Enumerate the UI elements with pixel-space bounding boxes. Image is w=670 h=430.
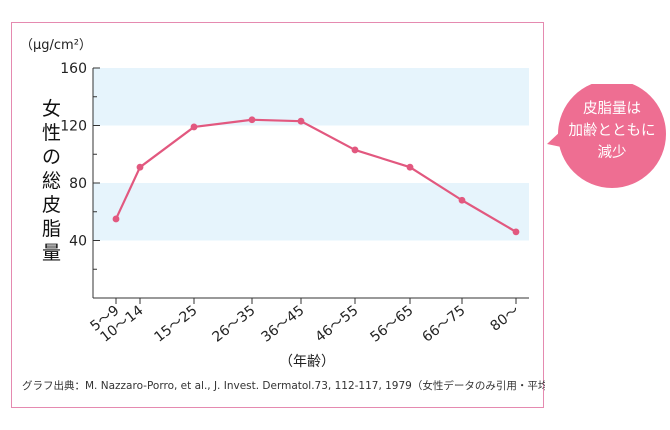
band-0 [93,68,529,126]
data-point [512,228,520,236]
x-ticks: 5～910～14 15～25 26～35 36～45 46～55 56～65 66～75 80… [88,298,523,346]
x-tick-label: 15～25 [151,303,200,346]
chart-frame: 40 80 120 160 5～9 10～14 15～25 26～35 36～45 46～55 5… [11,22,545,408]
data-point [112,215,120,223]
source-note: グラフ出典：M. Nazzaro-Porro, et al., J. Inves… [22,379,545,392]
x-tick-label: 66～75 [419,303,468,346]
y-ticks: 40 80 120 160 [60,61,100,270]
series [112,116,520,236]
data-point [248,116,256,124]
background-bands [93,68,529,241]
y-tick-label: 80 [69,176,87,192]
callout-line-1: 皮脂量は [583,100,641,117]
callout-line-2: 加齢とともに [569,122,656,139]
data-point [406,163,414,171]
callout-circle [558,84,666,188]
y-tick-label: 120 [60,119,87,135]
x-tick-label: 36～45 [258,303,307,346]
x-tick-label: 80～ [488,303,523,335]
band-1 [93,183,529,241]
line-chart: 40 80 120 160 5～910～14 15～25 26～35 36～45 46～55 5… [20,38,545,392]
callout-bubble: 皮脂量は 加齢とともに 減少 [547,84,666,188]
x-tick-label: 56～65 [367,303,416,346]
callout-line-3: 減少 [598,144,627,161]
x-tick-label: 46～55 [312,303,361,346]
data-point [297,117,305,125]
unit-label: （μg/cm²） [20,38,92,53]
y-axis-label: 女性の総皮脂量 [42,98,61,264]
x-axis-label: （年齢） [279,354,335,370]
y-tick-label: 40 [69,234,87,250]
y-tick-label: 160 [60,61,87,77]
data-point [190,123,198,131]
data-point [351,146,359,154]
callout-tail [547,130,566,148]
x-tick-label: 26～35 [209,303,258,346]
data-point [458,196,466,204]
data-point [136,163,144,171]
